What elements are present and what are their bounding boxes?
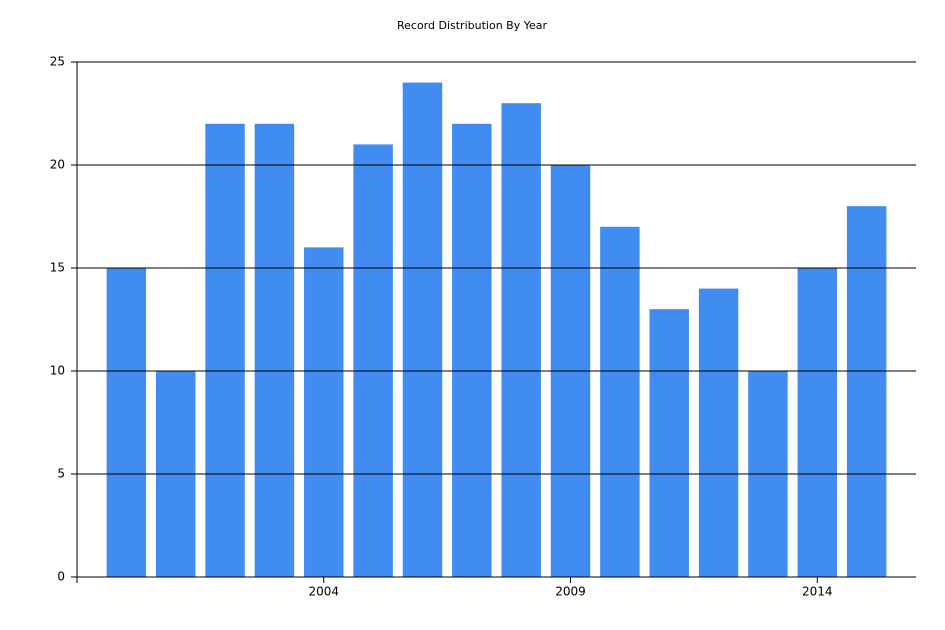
y-tick-label: 5 bbox=[57, 467, 65, 481]
bar bbox=[353, 144, 393, 577]
y-tick-label: 20 bbox=[50, 158, 65, 172]
x-tick-label: 2009 bbox=[555, 585, 586, 599]
y-tick-label: 25 bbox=[50, 55, 65, 69]
bar bbox=[205, 123, 245, 578]
bar bbox=[698, 288, 739, 577]
y-tick-label: 0 bbox=[57, 570, 65, 584]
y-tick-label: 15 bbox=[50, 261, 65, 275]
bar bbox=[452, 123, 492, 578]
bar bbox=[797, 268, 838, 577]
bar bbox=[254, 123, 295, 578]
bar bbox=[402, 82, 443, 577]
bar bbox=[649, 309, 689, 577]
bar bbox=[106, 268, 147, 577]
chart-title: Record Distribution By Year bbox=[397, 19, 547, 32]
bar bbox=[304, 247, 344, 577]
x-tick-label: 2004 bbox=[308, 585, 339, 599]
bar bbox=[600, 226, 640, 578]
y-tick-label: 10 bbox=[50, 364, 65, 378]
bar bbox=[501, 103, 541, 577]
x-tick-label: 2014 bbox=[802, 585, 833, 599]
bar bbox=[846, 206, 887, 577]
